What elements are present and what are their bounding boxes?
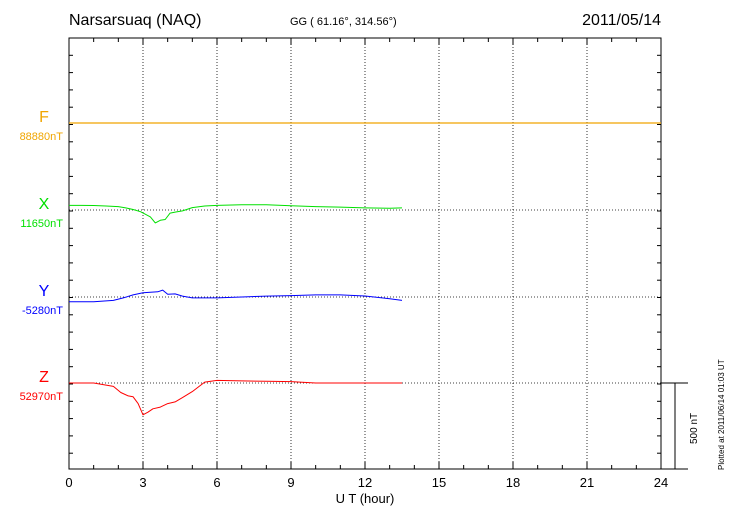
series-labels: F 88880nT X 11650nT Y -5280nT Z 52970nT xyxy=(20,109,64,403)
y-tick-marks xyxy=(69,37,661,454)
plot-date: 2011/05/14 xyxy=(582,12,661,29)
x-tick-labels: 0 3 6 9 12 15 18 21 24 xyxy=(65,475,668,490)
scale-bar xyxy=(661,382,688,470)
series-name-f: F xyxy=(39,109,49,126)
series-traces xyxy=(69,122,661,416)
series-line-x xyxy=(69,204,403,224)
x-tick-label: 12 xyxy=(358,475,372,490)
series-name-z: Z xyxy=(39,369,49,386)
series-baseline-f: 88880nT xyxy=(20,131,64,143)
x-tick-label: 9 xyxy=(287,475,294,490)
x-tick-label: 6 xyxy=(213,475,220,490)
series-line-y xyxy=(69,289,403,303)
x-axis-label: U T (hour) xyxy=(336,491,395,506)
series-baseline-x: 11650nT xyxy=(20,218,63,230)
x-tick-label: 21 xyxy=(580,475,594,490)
x-tick-label: 0 xyxy=(65,475,72,490)
station-coordinates: GG ( 61.16°, 314.56°) xyxy=(290,16,397,28)
plotted-timestamp: Plotted at 2011/06/14 01:03 UT xyxy=(717,359,726,470)
station-name: Narsarsuaq (NAQ) xyxy=(69,12,202,29)
grid-lines xyxy=(69,38,661,469)
x-tick-label: 3 xyxy=(139,475,146,490)
series-line-z xyxy=(69,379,402,416)
x-tick-marks xyxy=(68,38,662,469)
x-tick-label: 15 xyxy=(432,475,446,490)
series-name-y: Y xyxy=(39,283,50,300)
series-name-x: X xyxy=(39,196,50,213)
scale-bar-label: 500 nT xyxy=(689,412,700,444)
x-tick-label: 18 xyxy=(506,475,520,490)
series-baseline-y: -5280nT xyxy=(22,305,63,317)
x-tick-label: 24 xyxy=(654,475,668,490)
series-baseline-z: 52970nT xyxy=(20,391,64,403)
